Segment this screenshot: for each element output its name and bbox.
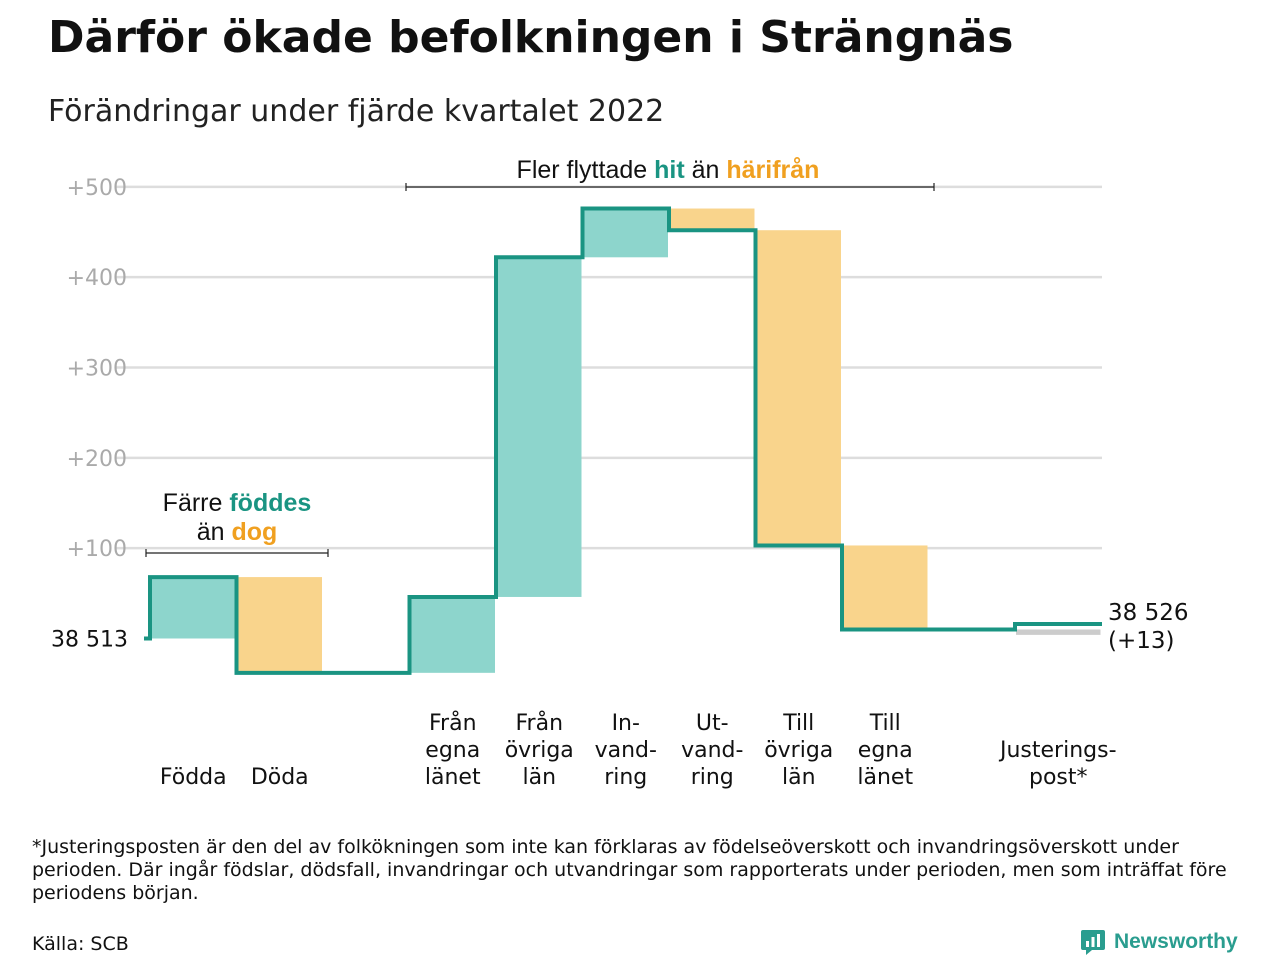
category-label: egna — [858, 738, 913, 763]
brand-name: Newsworthy — [1114, 930, 1238, 953]
category-label: ring — [691, 765, 734, 790]
births-annotation-part: Färre — [163, 489, 230, 517]
category-label: länet — [425, 765, 481, 790]
newsworthy-logo[interactable]: Newsworthy — [1080, 928, 1238, 956]
waterfall-bar — [237, 577, 322, 673]
category-label: Från — [515, 710, 563, 736]
footnote: *Justeringsposten är den del av folkökni… — [32, 836, 1227, 904]
y-tick-label: +300 — [67, 357, 127, 382]
births-annotation-part: föddes — [229, 489, 311, 517]
category-label: vand- — [681, 738, 743, 763]
category-label: Ut- — [696, 711, 729, 736]
migration-annotation-part: härifrån — [726, 156, 819, 184]
migration-annotation-part: än — [685, 156, 727, 184]
start-value-label: 38 513 — [51, 628, 128, 653]
y-tick-label: +100 — [67, 537, 127, 562]
category-label: ring — [604, 765, 647, 790]
waterfall-bar — [583, 208, 668, 258]
category-label: Justerings- — [998, 738, 1117, 763]
category-label: övriga — [505, 738, 574, 763]
category-label: Till — [782, 711, 814, 736]
category-label: Födda — [160, 765, 227, 790]
category-label: länet — [857, 765, 913, 790]
category-label: övriga — [764, 738, 833, 763]
waterfall-bar — [670, 208, 755, 231]
y-tick-label: +500 — [67, 176, 127, 201]
waterfall-bar — [410, 596, 495, 673]
waterfall-bar — [756, 230, 841, 546]
end-change-label: (+13) — [1108, 628, 1174, 654]
category-label: In- — [612, 711, 640, 736]
newsworthy-icon — [1081, 930, 1105, 955]
chart-title: Därför ökade befolkningen i Strängnäs — [48, 12, 1014, 63]
waterfall-bar — [151, 577, 236, 639]
category-label: post* — [1029, 765, 1088, 790]
migration-annotation-part: Fler flyttade — [517, 156, 655, 184]
births-annotation: än dog — [197, 518, 278, 546]
cumulative-line — [144, 206, 1102, 675]
births-annotation-part: dog — [231, 518, 277, 546]
source-label: Källa: SCB — [32, 933, 129, 955]
waterfall-bar — [497, 257, 582, 597]
chart-subtitle: Förändringar under fjärde kvartalet 2022 — [48, 94, 665, 129]
migration-annotation: Fler flyttade hit än härifrån — [517, 156, 820, 184]
category-label: Döda — [251, 765, 309, 790]
category-label: Till — [869, 711, 901, 736]
waterfall-bar — [843, 545, 928, 630]
births-annotation: Färre föddes — [163, 489, 312, 517]
category-label: vand- — [595, 738, 657, 763]
category-label: län — [522, 765, 556, 790]
end-value-label: 38 526 — [1108, 600, 1188, 626]
category-label: län — [782, 765, 816, 790]
waterfall-chart: +100 +200 +300 +400 +500 38 513 38 526(+13) Föd… — [51, 156, 1188, 790]
y-tick-label: +400 — [67, 266, 127, 291]
category-label: egna — [425, 738, 480, 763]
y-tick-label: +200 — [67, 447, 127, 472]
waterfall-bar — [1016, 629, 1101, 635]
births-annotation-part: än — [197, 518, 232, 546]
migration-annotation-part: hit — [654, 156, 685, 184]
category-label: Från — [429, 710, 477, 736]
